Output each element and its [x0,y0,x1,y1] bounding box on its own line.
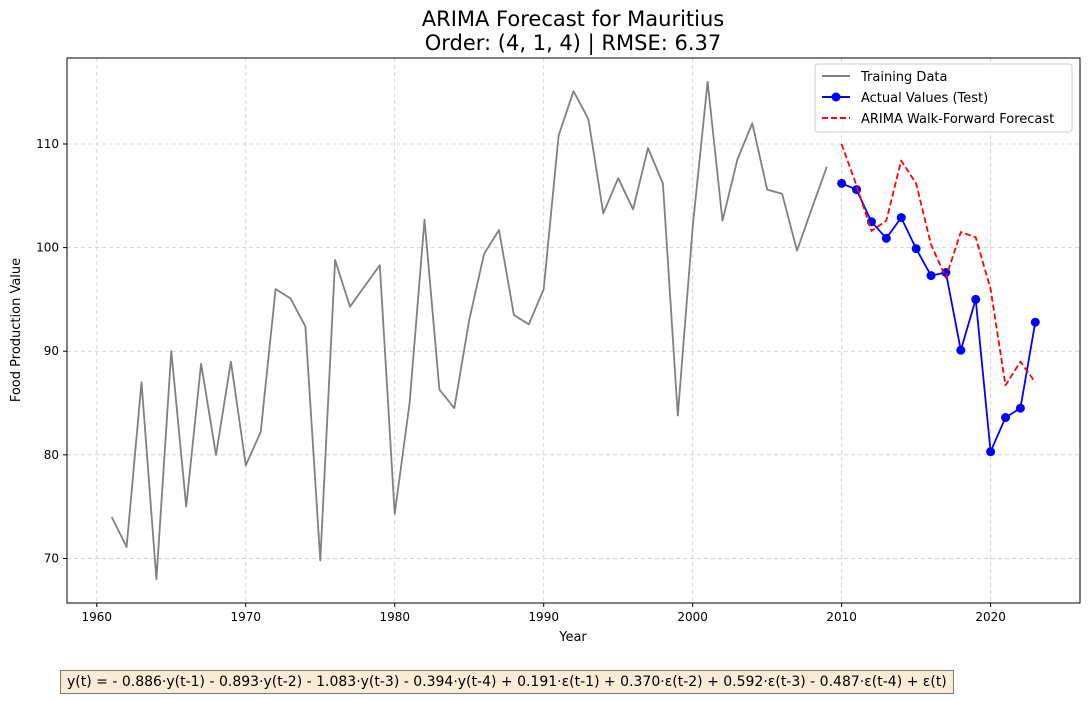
x-tick-label: 2010 [826,610,857,624]
y-axis-label: Food Production Value [9,258,24,402]
y-tick-label: 80 [44,448,59,462]
legend-label-actual: Actual Values (Test) [861,91,988,106]
data-point-1 [881,233,891,243]
grid-lines [67,58,1080,603]
y-tick-label: 100 [36,241,59,255]
series-line-2 [840,143,1037,387]
chart-title: ARIMA Forecast for Mauritius [422,7,724,31]
series-line-0 [110,80,828,581]
y-tick-label: 90 [44,344,59,358]
data-point-1 [926,271,936,281]
series-lines [110,80,1040,581]
x-tick-label: 1970 [230,610,261,624]
legend-label-forecast: ARIMA Walk-Forward Forecast [861,112,1054,127]
model-equation: y(t) = - 0.886·y(t-1) - 0.893·y(t-2) - 1… [60,670,954,694]
data-point-1 [852,185,862,195]
y-tick-label: 70 [44,551,59,565]
legend-frame [814,63,1073,133]
forecast-chart: ARIMA Forecast for Mauritius Order: (4, … [9,7,1081,645]
data-point-1 [971,294,981,304]
axis-ticks: 1960 1970 1980 1990 2000 2010 2020 70 80 90 100 110 [36,137,1006,624]
x-tick-label: 1980 [379,610,410,624]
legend-label-training: Training Data [860,70,947,85]
x-axis-label: Year [558,630,587,645]
legend: Training Data Actual Values (Test) ARIMA… [814,63,1073,133]
plot-frame [66,57,1081,604]
data-point-1 [986,447,996,457]
x-tick-label: 1990 [528,610,559,624]
data-point-1 [1015,403,1025,413]
x-tick-label: 1960 [82,610,113,624]
data-point-1 [1001,413,1011,423]
data-point-1 [1030,317,1040,327]
x-tick-label: 2020 [975,610,1006,624]
x-tick-label: 2000 [677,610,708,624]
chart-subtitle: Order: (4, 1, 4) | RMSE: 6.37 [425,31,721,56]
data-point-1 [837,178,847,188]
y-tick-label: 110 [36,137,59,151]
data-point-1 [956,345,966,355]
data-point-1 [896,213,906,223]
data-point-1 [911,244,921,254]
legend-swatch-actual-marker [831,92,841,102]
